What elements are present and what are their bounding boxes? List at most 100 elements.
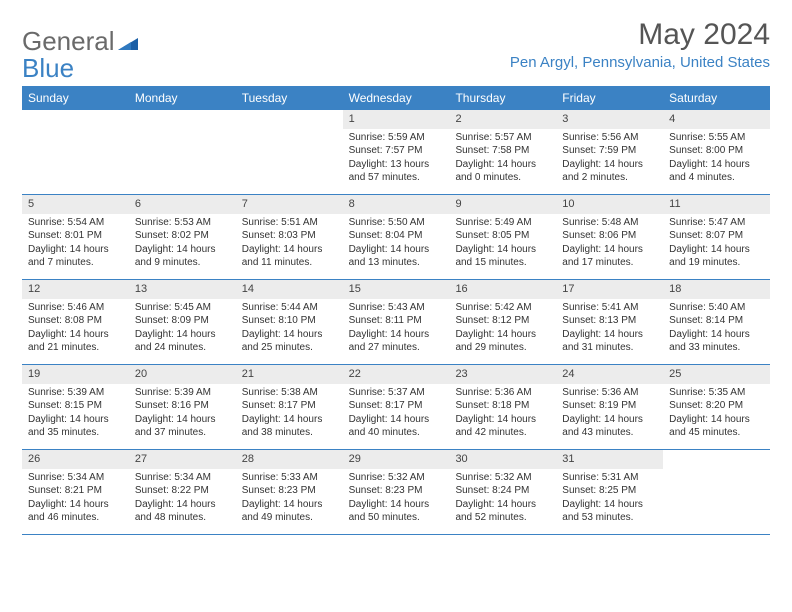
day-number: 14: [236, 280, 343, 299]
day-cell: 21Sunrise: 5:38 AMSunset: 8:17 PMDayligh…: [236, 365, 343, 449]
week-row: 5Sunrise: 5:54 AMSunset: 8:01 PMDaylight…: [22, 195, 770, 280]
month-title: May 2024: [510, 18, 770, 52]
day-cell: 14Sunrise: 5:44 AMSunset: 8:10 PMDayligh…: [236, 280, 343, 364]
day-cell: 28Sunrise: 5:33 AMSunset: 8:23 PMDayligh…: [236, 450, 343, 534]
day-cell: 25Sunrise: 5:35 AMSunset: 8:20 PMDayligh…: [663, 365, 770, 449]
day-cell: 12Sunrise: 5:46 AMSunset: 8:08 PMDayligh…: [22, 280, 129, 364]
day-number: 6: [129, 195, 236, 214]
week-row: 19Sunrise: 5:39 AMSunset: 8:15 PMDayligh…: [22, 365, 770, 450]
weekday-header: Sunday Monday Tuesday Wednesday Thursday…: [22, 86, 770, 110]
day-number: 13: [129, 280, 236, 299]
day-cell: 15Sunrise: 5:43 AMSunset: 8:11 PMDayligh…: [343, 280, 450, 364]
day-details: Sunrise: 5:39 AMSunset: 8:15 PMDaylight:…: [22, 384, 129, 444]
day-number: 30: [449, 450, 556, 469]
day-number: 15: [343, 280, 450, 299]
day-number: 22: [343, 365, 450, 384]
day-cell: 9Sunrise: 5:49 AMSunset: 8:05 PMDaylight…: [449, 195, 556, 279]
day-details: Sunrise: 5:56 AMSunset: 7:59 PMDaylight:…: [556, 129, 663, 189]
day-number: 4: [663, 110, 770, 129]
day-cell: 22Sunrise: 5:37 AMSunset: 8:17 PMDayligh…: [343, 365, 450, 449]
day-cell: 29Sunrise: 5:32 AMSunset: 8:23 PMDayligh…: [343, 450, 450, 534]
day-details: Sunrise: 5:48 AMSunset: 8:06 PMDaylight:…: [556, 214, 663, 274]
weekday-fri: Friday: [556, 86, 663, 110]
day-number: 19: [22, 365, 129, 384]
day-details: Sunrise: 5:39 AMSunset: 8:16 PMDaylight:…: [129, 384, 236, 444]
weekday-sun: Sunday: [22, 86, 129, 110]
day-cell: 1Sunrise: 5:59 AMSunset: 7:57 PMDaylight…: [343, 110, 450, 194]
day-details: Sunrise: 5:50 AMSunset: 8:04 PMDaylight:…: [343, 214, 450, 274]
day-details: Sunrise: 5:35 AMSunset: 8:20 PMDaylight:…: [663, 384, 770, 444]
day-details: Sunrise: 5:46 AMSunset: 8:08 PMDaylight:…: [22, 299, 129, 359]
day-details: Sunrise: 5:40 AMSunset: 8:14 PMDaylight:…: [663, 299, 770, 359]
day-number: 1: [343, 110, 450, 129]
day-cell: [129, 110, 236, 194]
day-cell: 11Sunrise: 5:47 AMSunset: 8:07 PMDayligh…: [663, 195, 770, 279]
day-cell: 4Sunrise: 5:55 AMSunset: 8:00 PMDaylight…: [663, 110, 770, 194]
day-number: 27: [129, 450, 236, 469]
day-number: 31: [556, 450, 663, 469]
location-text: Pen Argyl, Pennsylvania, United States: [510, 54, 770, 71]
day-details: Sunrise: 5:45 AMSunset: 8:09 PMDaylight:…: [129, 299, 236, 359]
day-cell: 7Sunrise: 5:51 AMSunset: 8:03 PMDaylight…: [236, 195, 343, 279]
weekday-thu: Thursday: [449, 86, 556, 110]
day-cell: [236, 110, 343, 194]
day-details: Sunrise: 5:59 AMSunset: 7:57 PMDaylight:…: [343, 129, 450, 189]
day-number: 26: [22, 450, 129, 469]
weekday-wed: Wednesday: [343, 86, 450, 110]
day-cell: 10Sunrise: 5:48 AMSunset: 8:06 PMDayligh…: [556, 195, 663, 279]
day-cell: 30Sunrise: 5:32 AMSunset: 8:24 PMDayligh…: [449, 450, 556, 534]
day-number: 11: [663, 195, 770, 214]
day-cell: 16Sunrise: 5:42 AMSunset: 8:12 PMDayligh…: [449, 280, 556, 364]
day-number: 3: [556, 110, 663, 129]
day-cell: 20Sunrise: 5:39 AMSunset: 8:16 PMDayligh…: [129, 365, 236, 449]
day-number: 24: [556, 365, 663, 384]
day-number: 2: [449, 110, 556, 129]
day-details: Sunrise: 5:34 AMSunset: 8:21 PMDaylight:…: [22, 469, 129, 529]
week-row: 12Sunrise: 5:46 AMSunset: 8:08 PMDayligh…: [22, 280, 770, 365]
day-details: Sunrise: 5:38 AMSunset: 8:17 PMDaylight:…: [236, 384, 343, 444]
day-number: 7: [236, 195, 343, 214]
day-details: Sunrise: 5:36 AMSunset: 8:18 PMDaylight:…: [449, 384, 556, 444]
day-number: 25: [663, 365, 770, 384]
day-number: 16: [449, 280, 556, 299]
day-number: 28: [236, 450, 343, 469]
day-details: Sunrise: 5:54 AMSunset: 8:01 PMDaylight:…: [22, 214, 129, 274]
day-cell: 8Sunrise: 5:50 AMSunset: 8:04 PMDaylight…: [343, 195, 450, 279]
day-number: 8: [343, 195, 450, 214]
day-cell: 31Sunrise: 5:31 AMSunset: 8:25 PMDayligh…: [556, 450, 663, 534]
weekday-mon: Monday: [129, 86, 236, 110]
day-details: Sunrise: 5:47 AMSunset: 8:07 PMDaylight:…: [663, 214, 770, 274]
day-number: 10: [556, 195, 663, 214]
day-details: Sunrise: 5:32 AMSunset: 8:24 PMDaylight:…: [449, 469, 556, 529]
day-number: 9: [449, 195, 556, 214]
day-number: 18: [663, 280, 770, 299]
day-number: 29: [343, 450, 450, 469]
day-details: Sunrise: 5:36 AMSunset: 8:19 PMDaylight:…: [556, 384, 663, 444]
day-number: 20: [129, 365, 236, 384]
day-number: 17: [556, 280, 663, 299]
day-cell: 24Sunrise: 5:36 AMSunset: 8:19 PMDayligh…: [556, 365, 663, 449]
day-cell: 19Sunrise: 5:39 AMSunset: 8:15 PMDayligh…: [22, 365, 129, 449]
day-details: Sunrise: 5:55 AMSunset: 8:00 PMDaylight:…: [663, 129, 770, 189]
weekday-sat: Saturday: [663, 86, 770, 110]
day-details: Sunrise: 5:57 AMSunset: 7:58 PMDaylight:…: [449, 129, 556, 189]
day-number: 23: [449, 365, 556, 384]
day-details: Sunrise: 5:44 AMSunset: 8:10 PMDaylight:…: [236, 299, 343, 359]
week-row: 26Sunrise: 5:34 AMSunset: 8:21 PMDayligh…: [22, 450, 770, 535]
logo: GeneralBlue: [22, 26, 138, 84]
day-details: Sunrise: 5:32 AMSunset: 8:23 PMDaylight:…: [343, 469, 450, 529]
week-row: 1Sunrise: 5:59 AMSunset: 7:57 PMDaylight…: [22, 110, 770, 195]
day-details: Sunrise: 5:49 AMSunset: 8:05 PMDaylight:…: [449, 214, 556, 274]
day-details: Sunrise: 5:33 AMSunset: 8:23 PMDaylight:…: [236, 469, 343, 529]
day-details: Sunrise: 5:43 AMSunset: 8:11 PMDaylight:…: [343, 299, 450, 359]
weekday-tue: Tuesday: [236, 86, 343, 110]
day-details: Sunrise: 5:42 AMSunset: 8:12 PMDaylight:…: [449, 299, 556, 359]
day-details: Sunrise: 5:31 AMSunset: 8:25 PMDaylight:…: [556, 469, 663, 529]
day-cell: 26Sunrise: 5:34 AMSunset: 8:21 PMDayligh…: [22, 450, 129, 534]
day-cell: 3Sunrise: 5:56 AMSunset: 7:59 PMDaylight…: [556, 110, 663, 194]
day-number: 12: [22, 280, 129, 299]
day-cell: 23Sunrise: 5:36 AMSunset: 8:18 PMDayligh…: [449, 365, 556, 449]
day-cell: [663, 450, 770, 534]
day-cell: 6Sunrise: 5:53 AMSunset: 8:02 PMDaylight…: [129, 195, 236, 279]
day-number: 21: [236, 365, 343, 384]
